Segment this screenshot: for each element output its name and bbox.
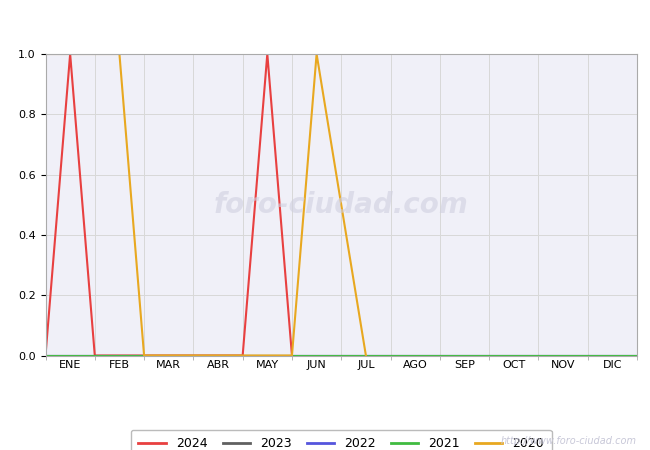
- Text: http://www.foro-ciudad.com: http://www.foro-ciudad.com: [501, 436, 637, 446]
- Legend: 2024, 2023, 2022, 2021, 2020: 2024, 2023, 2022, 2021, 2020: [131, 430, 552, 450]
- Text: Matriculaciones de Vehiculos en Amayuelas de Arriba: Matriculaciones de Vehiculos en Amayuela…: [91, 14, 559, 33]
- Text: foro-ciudad.com: foro-ciudad.com: [214, 191, 469, 219]
